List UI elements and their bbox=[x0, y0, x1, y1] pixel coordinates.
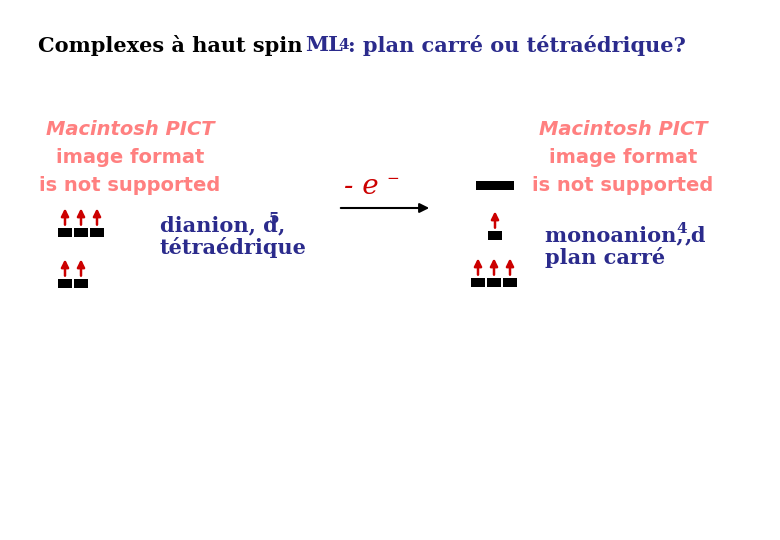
Text: is not supported: is not supported bbox=[39, 176, 221, 195]
Text: Complexes à haut spin: Complexes à haut spin bbox=[38, 35, 303, 56]
Text: - e: - e bbox=[344, 173, 378, 200]
Bar bbox=[476, 180, 514, 190]
Text: Macintosh PICT: Macintosh PICT bbox=[539, 120, 707, 139]
Bar bbox=[74, 279, 88, 287]
Bar bbox=[503, 278, 517, 287]
Text: ,: , bbox=[685, 225, 693, 245]
Text: monoanion, d: monoanion, d bbox=[545, 225, 705, 245]
Text: image format: image format bbox=[56, 148, 204, 167]
Text: tétraédrique: tétraédrique bbox=[160, 237, 307, 258]
Bar bbox=[487, 278, 501, 287]
Text: 4: 4 bbox=[676, 222, 686, 236]
Text: is not supported: is not supported bbox=[533, 176, 714, 195]
Bar bbox=[58, 279, 72, 287]
Bar bbox=[471, 278, 485, 287]
Text: ML: ML bbox=[305, 35, 343, 55]
Bar bbox=[488, 231, 502, 240]
Text: 4: 4 bbox=[338, 38, 349, 52]
Text: : plan carré ou tétraédrique?: : plan carré ou tétraédrique? bbox=[348, 35, 686, 56]
Text: image format: image format bbox=[549, 148, 697, 167]
Text: −: − bbox=[386, 172, 399, 186]
Text: 5: 5 bbox=[269, 212, 279, 226]
Text: Macintosh PICT: Macintosh PICT bbox=[46, 120, 214, 139]
Text: plan carré: plan carré bbox=[545, 246, 665, 267]
Bar bbox=[58, 227, 72, 237]
Bar bbox=[90, 227, 104, 237]
Text: dianion, d: dianion, d bbox=[160, 215, 278, 235]
Bar bbox=[74, 227, 88, 237]
Text: ,: , bbox=[278, 215, 285, 235]
